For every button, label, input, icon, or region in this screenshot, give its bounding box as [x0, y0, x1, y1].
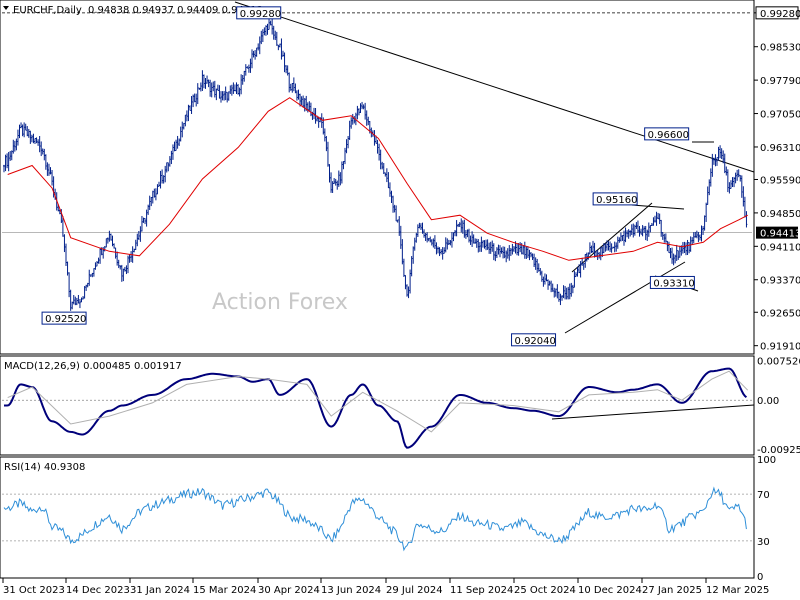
downtrend-line: [234, 1, 755, 173]
x-tick-label: 12 Mar 2025: [706, 585, 769, 596]
rsi-title: RSI(14) 40.9308: [4, 462, 85, 473]
x-tick-label: 29 Jul 2024: [386, 585, 443, 596]
price-tick-label: 0.94110: [760, 242, 800, 253]
level-annotation-box: [592, 192, 638, 206]
macd-signal-line: [7, 370, 749, 433]
price-panel-frame: [0, 0, 755, 355]
x-tick-label: 10 Dec 2024: [578, 585, 642, 596]
x-tick-label: 15 Mar 2024: [193, 585, 256, 596]
x-tick-label: 31 Oct 2023: [3, 585, 65, 596]
x-tick-label: 11 Sep 2024: [450, 585, 513, 596]
level-annotation-label: 0.99280: [240, 9, 281, 20]
rsi-tick-label: 100: [757, 455, 776, 466]
macd-title: MACD(12,26,9) 0.000485 0.001917: [4, 361, 182, 372]
price-tick-label: 0.98530: [760, 43, 800, 54]
price-bars: [3, 16, 748, 311]
x-axis: 31 Oct 2023 14 Dec 2023 31 Jan 2024 15 Mar …: [2, 578, 769, 596]
macd-tick-label: 0.00: [757, 396, 779, 407]
price-annotations: 0.99280 0.96600 0.95160 0.93310 0.92520 0.920…: [41, 6, 695, 347]
level-annotation-label: 0.92040: [515, 336, 556, 347]
macd-tick-label: -0.009252: [757, 445, 800, 456]
level-annotation-label: 0.95160: [596, 195, 637, 206]
current-price-label: 0.94413: [760, 229, 800, 240]
rsi-tick-label: 30: [757, 537, 770, 548]
x-tick-label: 14 Dec 2023: [66, 585, 130, 596]
level-annotation-box: [644, 127, 690, 141]
high-price-box-label: 0.99280: [760, 9, 800, 20]
price-tick-label: 0.97790: [760, 76, 800, 87]
panel-headers: EURCHF,Daily 0.94838 0.94937 0.94409 0.9…: [3, 5, 263, 473]
price-tick-label: 0.91910: [760, 342, 800, 353]
symbol-label: EURCHF,Daily: [13, 5, 82, 16]
price-tick-label: 0.97050: [760, 110, 800, 121]
price-tick-label: 0.94850: [760, 209, 800, 220]
price-tick-label: 0.93370: [760, 276, 800, 287]
dropdown-triangle-icon[interactable]: [3, 6, 9, 10]
level-annotation-box: [236, 6, 282, 20]
level-annotation-box: [511, 333, 557, 347]
x-tick-label: 27 Jan 2025: [642, 585, 702, 596]
channel-lower-line: [564, 261, 686, 334]
price-tick-label: 0.96310: [760, 143, 800, 154]
moving-average: [7, 97, 748, 261]
level-annotation-label: 0.93310: [653, 278, 694, 289]
rsi-content: 100 70 30 0: [2, 455, 776, 583]
x-tick-label: 25 Oct 2024: [514, 585, 576, 596]
rsi-tick-label: 0: [757, 572, 763, 583]
macd-tick-label: 0.007526: [757, 357, 800, 368]
rsi-line: [3, 486, 747, 552]
x-tick-label: 30 Apr 2024: [258, 585, 320, 596]
high-price-box: [755, 6, 799, 20]
ohlc-readout: 0.94838 0.94937 0.94409 0.94413: [88, 5, 263, 16]
panel-frames: [0, 0, 755, 579]
rsi-tick-label: 70: [757, 490, 770, 501]
macd-content: 0.007526 0.00 -0.009252: [2, 357, 800, 456]
price-axis: 0.99280 0.98530 0.97790 0.97050 0.96310 0.955…: [754, 6, 800, 353]
x-tick-label: 13 Jun 2024: [321, 585, 381, 596]
price-tick-label: 0.92650: [760, 308, 800, 319]
resistance-0.9516-line: [631, 204, 685, 210]
x-tick-label: 31 Jan 2024: [130, 585, 190, 596]
macd-line: [4, 367, 748, 449]
level-annotation-box: [649, 275, 695, 289]
watermark: Action Forex: [212, 290, 348, 315]
level-annotation-label: 0.92520: [45, 314, 86, 325]
macd-trendline: [551, 404, 755, 420]
current-price-box: [756, 226, 798, 239]
ma-line: [7, 97, 748, 261]
level-annotation-box: [41, 311, 87, 325]
price-tick-label: 0.95590: [760, 175, 800, 186]
level-annotation-label: 0.96600: [648, 130, 689, 141]
